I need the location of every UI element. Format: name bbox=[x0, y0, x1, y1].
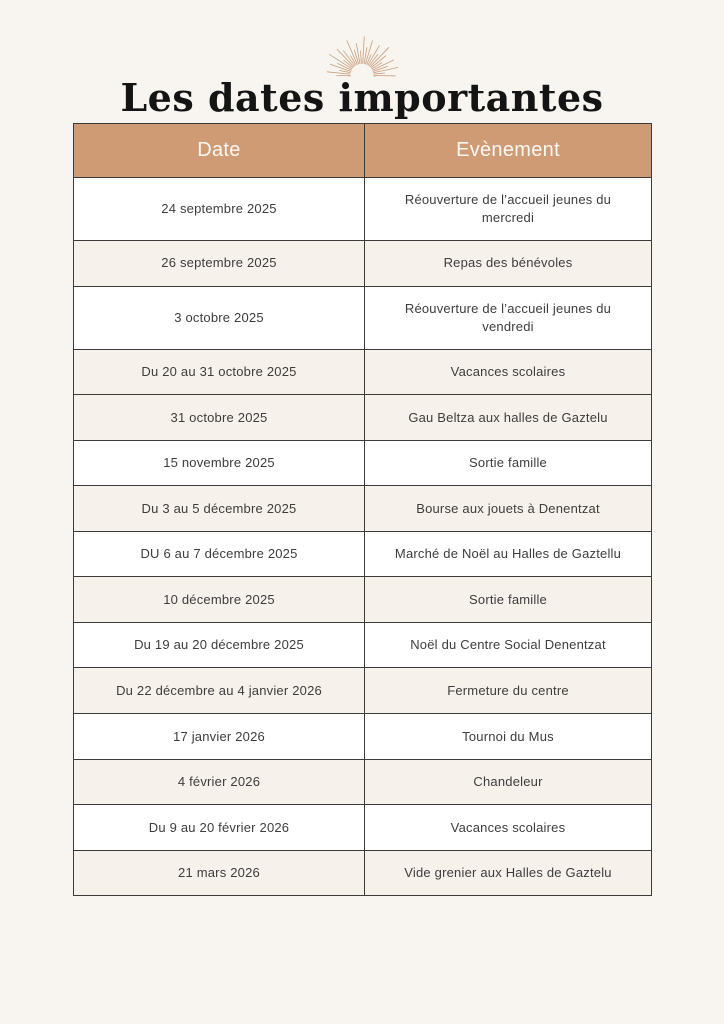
event-cell: Réouverture de l’accueil jeunes du vendr… bbox=[364, 285, 652, 350]
date-cell: Du 3 au 5 décembre 2025 bbox=[73, 485, 365, 532]
date-cell: Du 20 au 31 octobre 2025 bbox=[73, 348, 365, 396]
date-cell: 4 février 2026 bbox=[73, 758, 365, 806]
event-cell: Sortie famille bbox=[364, 576, 652, 623]
sunburst-icon bbox=[307, 31, 417, 77]
table-header-row: Date Evènement bbox=[73, 122, 652, 178]
table-row: Du 9 au 20 février 2026 Vacances scolair… bbox=[73, 804, 652, 851]
event-cell: Vacances scolaires bbox=[364, 348, 652, 396]
table-body: 24 septembre 2025 Réouverture de l’accue… bbox=[73, 176, 652, 897]
event-cell: Chandeleur bbox=[364, 758, 652, 806]
date-cell: Du 22 décembre au 4 janvier 2026 bbox=[73, 667, 365, 714]
table-row: 15 novembre 2025 Sortie famille bbox=[73, 439, 652, 487]
page-title: Les dates importantes bbox=[120, 75, 604, 120]
event-cell: Repas des bénévoles bbox=[364, 239, 652, 287]
event-cell: Marché de Noël au Halles de Gaztellu bbox=[364, 530, 652, 578]
table-row: 24 septembre 2025 Réouverture de l’accue… bbox=[73, 176, 652, 241]
date-cell: 26 septembre 2025 bbox=[73, 239, 365, 287]
dates-table: Date Evènement 24 septembre 2025 Réouver… bbox=[73, 122, 652, 897]
date-cell: 31 octobre 2025 bbox=[73, 394, 365, 441]
date-cell: 21 mars 2026 bbox=[73, 849, 365, 897]
table-row: 26 septembre 2025 Repas des bénévoles bbox=[73, 239, 652, 287]
date-cell: 15 novembre 2025 bbox=[73, 439, 365, 487]
table-row: 31 octobre 2025 Gau Beltza aux halles de… bbox=[73, 394, 652, 441]
dates-table-container: Date Evènement 24 septembre 2025 Réouver… bbox=[73, 122, 652, 897]
table-header-date: Date bbox=[73, 122, 365, 178]
event-cell: Réouverture de l’accueil jeunes du mercr… bbox=[364, 176, 652, 241]
table-row: DU 6 au 7 décembre 2025 Marché de Noël a… bbox=[73, 530, 652, 578]
table-row: 10 décembre 2025 Sortie famille bbox=[73, 576, 652, 623]
event-cell: Fermeture du centre bbox=[364, 667, 652, 714]
date-cell: 17 janvier 2026 bbox=[73, 713, 365, 760]
table-row: 21 mars 2026 Vide grenier aux Halles de … bbox=[73, 849, 652, 897]
date-cell: DU 6 au 7 décembre 2025 bbox=[73, 530, 365, 578]
table-row: Du 20 au 31 octobre 2025 Vacances scolai… bbox=[73, 348, 652, 396]
table-row: 3 octobre 2025 Réouverture de l’accueil … bbox=[73, 285, 652, 350]
date-cell: 10 décembre 2025 bbox=[73, 576, 365, 623]
table-row: 17 janvier 2026 Tournoi du Mus bbox=[73, 713, 652, 760]
table-row: Du 19 au 20 décembre 2025 Noël du Centre… bbox=[73, 621, 652, 669]
event-cell: Noël du Centre Social Denentzat bbox=[364, 621, 652, 669]
sunburst-rays bbox=[326, 36, 399, 77]
event-cell: Bourse aux jouets à Denentzat bbox=[364, 485, 652, 532]
date-cell: 24 septembre 2025 bbox=[73, 176, 365, 241]
event-cell: Vacances scolaires bbox=[364, 804, 652, 851]
date-cell: 3 octobre 2025 bbox=[73, 285, 365, 350]
date-cell: Du 9 au 20 février 2026 bbox=[73, 804, 365, 851]
date-cell: Du 19 au 20 décembre 2025 bbox=[73, 621, 365, 669]
table-header-event: Evènement bbox=[364, 122, 652, 178]
table-row: 4 février 2026 Chandeleur bbox=[73, 758, 652, 806]
event-cell: Sortie famille bbox=[364, 439, 652, 487]
event-cell: Tournoi du Mus bbox=[364, 713, 652, 760]
event-cell: Vide grenier aux Halles de Gaztelu bbox=[364, 849, 652, 897]
table-row: Du 22 décembre au 4 janvier 2026 Fermetu… bbox=[73, 667, 652, 714]
event-cell: Gau Beltza aux halles de Gaztelu bbox=[364, 394, 652, 441]
table-row: Du 3 au 5 décembre 2025 Bourse aux jouet… bbox=[73, 485, 652, 532]
